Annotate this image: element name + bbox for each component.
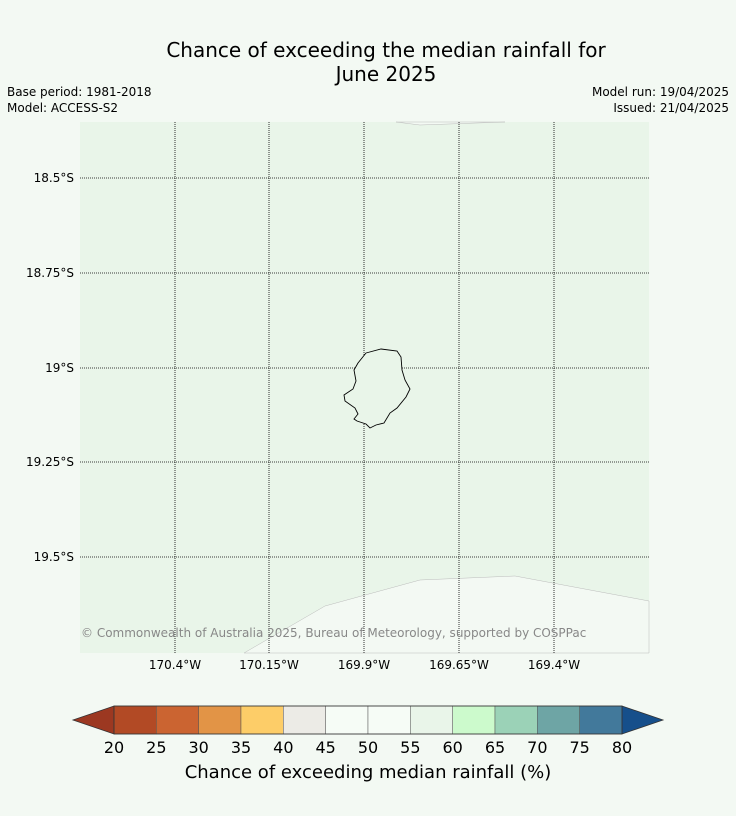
- colorbar-segment: [156, 705, 199, 735]
- colorbar-over-arrow: [621, 705, 665, 735]
- colorbar-segment: [367, 705, 411, 735]
- lon-label: 169.65°W: [429, 658, 489, 672]
- colorbar-segment: [113, 705, 157, 735]
- colorbar-segment: [198, 705, 242, 735]
- colorbar-segment: [240, 705, 284, 735]
- island-coastline: [343, 348, 411, 429]
- colorbar-tick-label: 75: [569, 738, 590, 757]
- colorbar-segment: [494, 705, 538, 735]
- colorbar-tick-label: 60: [442, 738, 463, 757]
- meta-left: Base period: 1981-2018 Model: ACCESS-S2: [7, 84, 152, 116]
- base-period-text: Base period: 1981-2018: [7, 85, 152, 99]
- colorbar-segment: [325, 705, 369, 735]
- colorbar-segment: [283, 705, 326, 735]
- colorbar-tick-label: 50: [357, 738, 379, 757]
- colorbar-tick-label: 35: [230, 738, 252, 757]
- outside-area-bottom: [243, 575, 650, 654]
- colorbar-label: Chance of exceeding median rainfall (%): [184, 762, 552, 783]
- colorbar-tick-label: 45: [315, 738, 336, 757]
- colorbar-segment: [452, 705, 496, 735]
- title-line-2: June 2025: [335, 62, 437, 86]
- colorbar-tick-label: 80: [611, 738, 633, 757]
- lon-label: 169.9°W: [337, 658, 391, 672]
- lat-label: 18.75°S: [26, 266, 74, 280]
- colorbar-outline: [113, 705, 623, 735]
- colorbar-tick-label: 20: [103, 738, 125, 757]
- meta-right: Model run: 19/04/2025 Issued: 21/04/2025: [592, 84, 729, 116]
- lat-label: 19.25°S: [26, 455, 74, 469]
- model-run-text: Model run: 19/04/2025: [591, 85, 729, 99]
- colorbar-segments: [113, 705, 623, 735]
- outside-area-top: [395, 121, 506, 126]
- lon-label: 169.4°W: [527, 658, 581, 672]
- colorbar-under-arrow: [71, 705, 115, 735]
- lon-label: 170.4°W: [148, 658, 202, 672]
- lat-label: 18.5°S: [33, 171, 74, 185]
- colorbar-segment: [410, 705, 453, 735]
- lat-label: 19°S: [45, 361, 74, 375]
- colorbar-tick-label: 40: [273, 738, 294, 757]
- lon-label: 170.15°W: [239, 658, 299, 672]
- title-line-1: Chance of exceeding the median rainfall …: [166, 38, 606, 62]
- colorbar-tick-label: 65: [484, 738, 506, 757]
- colorbar-tick-label: 25: [146, 738, 167, 757]
- copyright-text: © Commonwealth of Australia 2025, Bureau…: [81, 626, 587, 640]
- model-text: Model: ACCESS-S2: [7, 101, 119, 115]
- colorbar-tick-label: 55: [400, 738, 421, 757]
- colorbar-tick-label: 70: [527, 738, 548, 757]
- colorbar-segment: [537, 705, 580, 735]
- lat-label: 19.5°S: [33, 550, 74, 564]
- colorbar-segment: [579, 705, 623, 735]
- issued-text: Issued: 21/04/2025: [613, 101, 729, 115]
- colorbar-tick-label: 30: [188, 738, 209, 757]
- chart-title: Chance of exceeding the median rainfall …: [0, 38, 736, 86]
